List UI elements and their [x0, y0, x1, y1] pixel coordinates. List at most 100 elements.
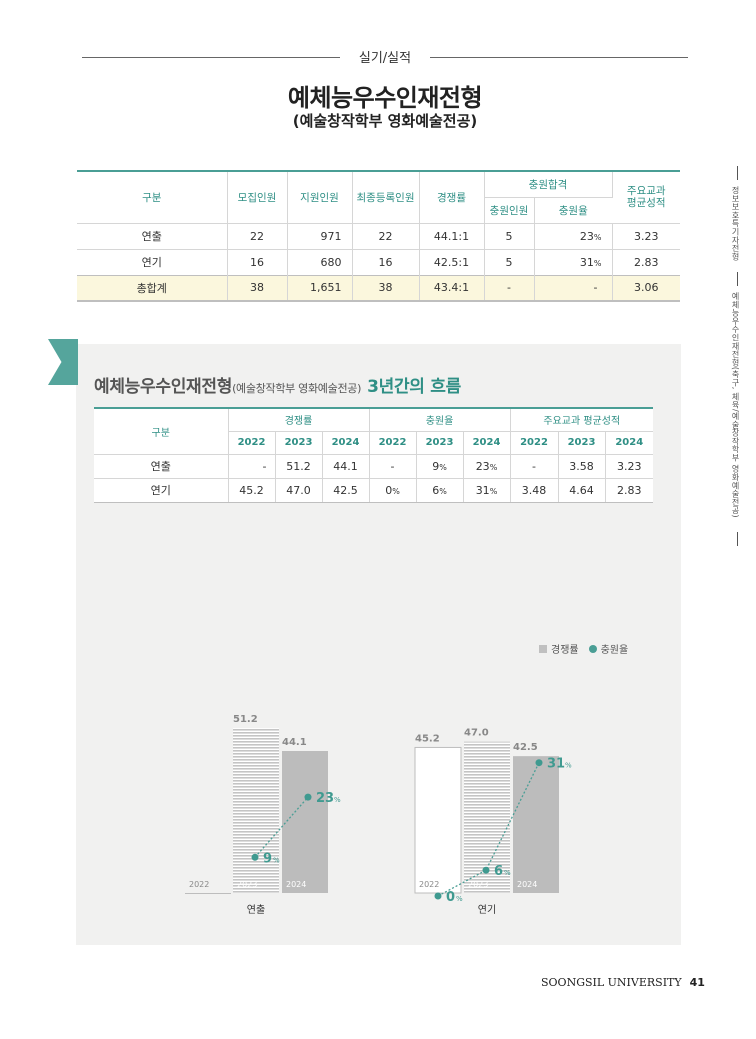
table-row: 연기 45.2 47.0 42.5 0% 6% 31% 3.48 4.64 2.… [94, 477, 653, 503]
admission-results-table: 구분 모집인원 지원인원 최종등록인원 경쟁률 충원합격 주요교과 평균성적 충… [77, 170, 680, 302]
supp-rate-dot [434, 892, 442, 900]
year-label: 2024 [517, 880, 537, 889]
th2-category: 구분 [94, 407, 229, 454]
side-tab-security[interactable]: 정보보호특기자전형 [731, 186, 740, 261]
supp-value: 31 [475, 483, 490, 497]
panel-title-main: 예체능우수인재전형 [94, 377, 233, 397]
legend-dot-swatch [588, 644, 597, 653]
chart-caption-연출: 연출 [247, 904, 265, 916]
cell-ratio: 43.4:1 [419, 274, 485, 302]
cell-ratio: 45.2 [228, 477, 276, 503]
cell-supp: 31% [463, 477, 511, 503]
cell-gpa: 3.23 [605, 453, 653, 478]
supp-rate-unit: % [273, 856, 280, 864]
supp-rate-value: 23 [579, 229, 594, 243]
cell-ratio: 51.2 [275, 453, 323, 478]
chart-legend: 경쟁률 충원율 [539, 641, 628, 656]
supp-rate-unit: % [456, 895, 463, 903]
th2-year: 2022 [228, 430, 276, 454]
supp-value: 23 [475, 459, 490, 473]
cell-applicants: 971 [287, 222, 353, 249]
legend-bar-swatch [539, 644, 547, 653]
th-supplementary: 충원합격 [484, 170, 613, 197]
page-number: 41 [689, 976, 705, 989]
cell-supp-rate: - [534, 274, 613, 302]
supp-rate-unit: % [504, 869, 511, 877]
cell-supp-rate: 31% [534, 248, 613, 275]
cell-ratio: 42.5 [322, 477, 370, 503]
th2-year: 2023 [275, 430, 323, 454]
pct-unit: % [489, 462, 498, 472]
cell-ratio: - [228, 453, 276, 478]
th2-year: 2024 [463, 430, 511, 454]
bar-value-label: 44.1 [282, 737, 307, 748]
pct-unit: % [392, 486, 400, 496]
cell-gpa: 2.83 [612, 248, 680, 275]
pct-unit: % [439, 486, 447, 496]
side-tab-arts[interactable]: 예체능우수인재전형(축구, 체육/예술창작학부 영화예술전공) [731, 292, 740, 518]
supp-rate-dot [304, 793, 312, 801]
supp-rate-dot [535, 759, 543, 767]
pct-unit: % [593, 258, 602, 268]
cell-name: 연기 [77, 248, 228, 275]
chart-caption-연기: 연기 [478, 904, 496, 916]
supp-rate-label: 23 [316, 791, 334, 806]
side-tab-divider [737, 272, 738, 286]
supp-rate-dot [482, 866, 490, 874]
cell-supp: 9% [416, 453, 464, 478]
panel-title-accent: 3년간의 흐름 [367, 377, 461, 397]
th2-year: 2022 [369, 430, 417, 454]
header-rule-left [82, 57, 340, 58]
th-applicants: 지원인원 [287, 170, 353, 223]
th-gpa-text: 주요교과 평균성적 [626, 185, 666, 210]
cell-gpa: 3.48 [510, 477, 559, 503]
supp-rate-label: 6 [494, 864, 503, 879]
bar-value-label: 45.2 [415, 733, 440, 744]
cell-ratio: 47.0 [275, 477, 323, 503]
bar-연출-2023 [233, 728, 279, 893]
cell-name: 연출 [77, 222, 228, 249]
pct-unit: % [489, 486, 498, 496]
side-tab-divider [737, 166, 738, 180]
header-rule-right [430, 57, 688, 58]
bar-연기-2022 [414, 746, 462, 894]
th-final: 최종등록인원 [352, 170, 420, 223]
cell-supp: 23% [463, 453, 511, 478]
table-row: 연출 - 51.2 44.1 - 9% 23% - 3.58 3.23 [94, 453, 653, 478]
table-row: 연기 16 680 16 42.5:1 5 31% 2.83 [77, 248, 680, 275]
cell-supp: 0% [369, 477, 417, 503]
year-label: 2022 [189, 880, 209, 889]
cell-ratio: 42.5:1 [419, 248, 485, 275]
pct-unit: % [439, 462, 447, 472]
side-tab-divider [737, 532, 738, 546]
th-supp-count: 충원인원 [484, 196, 535, 223]
year-label: 2023 [468, 880, 488, 889]
supp-rate-dot [251, 853, 259, 861]
supp-rate-label: 0 [446, 890, 455, 905]
th-ratio: 경쟁률 [419, 170, 485, 223]
cell-gpa: 4.64 [558, 477, 606, 503]
cell-final: 16 [352, 248, 420, 275]
cell-gpa: 3.06 [612, 274, 680, 302]
section-label: 실기/실적 [358, 51, 412, 66]
supp-rate-label: 9 [263, 851, 272, 866]
table-row: 연출 22 971 22 44.1:1 5 23% 3.23 [77, 222, 680, 249]
cell-supp-count: - [484, 274, 535, 302]
th2-year: 2022 [510, 430, 559, 454]
bar-value-label: 42.5 [513, 742, 538, 753]
supp-value: 9 [432, 459, 440, 473]
th2-group-gpa: 주요교과 평균성적 [510, 407, 653, 431]
bar-value-label: 51.2 [233, 714, 258, 725]
th2-year: 2024 [605, 430, 653, 454]
bar-value-label: 47.0 [464, 728, 489, 739]
trend-table: 구분 경쟁률 충원율 주요교과 평균성적 2022 2023 2024 2022… [94, 407, 653, 503]
cell-name: 연기 [94, 477, 229, 503]
supp-rate-line-연출 [254, 796, 309, 858]
year-label: 2023 [237, 880, 257, 889]
th2-group-ratio: 경쟁률 [228, 407, 370, 431]
legend-bar-label: 경쟁률 [551, 645, 579, 656]
bar-연출-2024 [282, 750, 328, 893]
supp-rate-label: 31 [547, 757, 565, 772]
year-label: 2024 [286, 880, 306, 889]
th2-year: 2023 [416, 430, 464, 454]
